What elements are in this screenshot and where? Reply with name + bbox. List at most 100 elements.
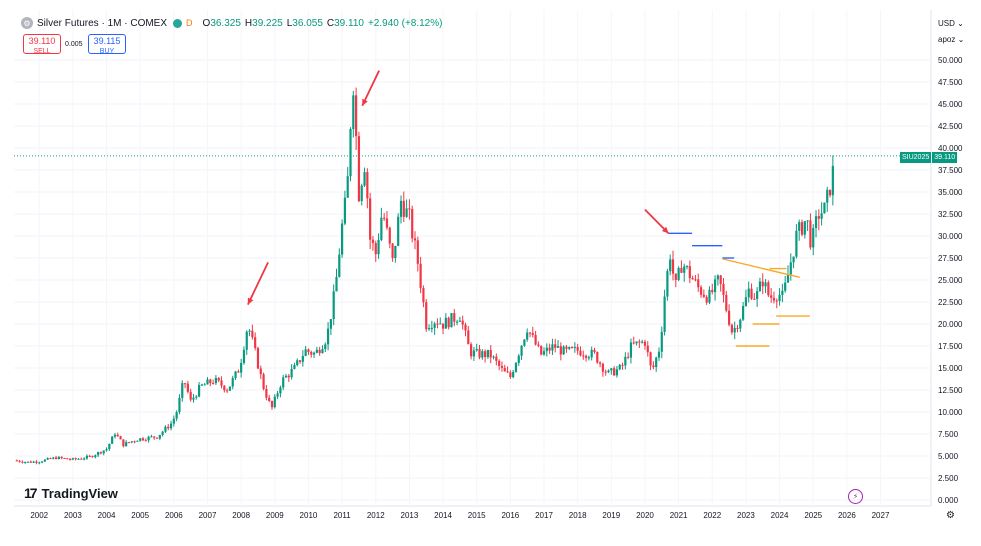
candle bbox=[254, 332, 257, 351]
candle bbox=[150, 434, 153, 438]
candle bbox=[441, 323, 445, 334]
high-value: H39.225 bbox=[244, 17, 283, 29]
candle bbox=[450, 313, 453, 328]
buy-button[interactable]: 39.115 BUY bbox=[88, 34, 126, 55]
change-value: +2.940 (+8.12%) bbox=[367, 17, 443, 29]
y-tick-label: 17.500 bbox=[938, 342, 963, 351]
x-tick-label: 2006 bbox=[165, 511, 183, 520]
x-tick-label: 2022 bbox=[703, 511, 721, 520]
candle bbox=[332, 284, 335, 326]
candle bbox=[383, 212, 386, 222]
candle bbox=[713, 275, 717, 301]
candle bbox=[719, 274, 722, 292]
candle bbox=[436, 318, 439, 329]
candle bbox=[234, 370, 237, 381]
candle bbox=[568, 346, 571, 351]
candle bbox=[823, 202, 826, 214]
gear-icon[interactable]: ⚙ bbox=[946, 510, 955, 521]
candle bbox=[458, 316, 461, 322]
candle bbox=[68, 457, 72, 461]
candle bbox=[399, 195, 403, 224]
candle bbox=[615, 365, 619, 378]
candle bbox=[733, 321, 736, 340]
candle bbox=[657, 347, 661, 361]
candle bbox=[15, 459, 18, 462]
candle bbox=[632, 336, 635, 345]
scale-mode-selector[interactable]: apoz ⌄ bbox=[938, 35, 965, 44]
candle bbox=[284, 373, 288, 378]
candle bbox=[304, 346, 307, 357]
candle bbox=[627, 352, 630, 360]
x-tick-label: 2016 bbox=[501, 511, 519, 520]
time-axis[interactable]: 2002 2003 2004 2005 2006 2007 2008 2009 2010 2011… bbox=[30, 511, 890, 520]
candle bbox=[503, 364, 506, 372]
candle bbox=[380, 207, 383, 242]
annotation-arrow bbox=[247, 262, 269, 306]
close-value: C39.110 bbox=[326, 17, 364, 29]
candle bbox=[287, 373, 290, 383]
candle bbox=[671, 250, 675, 281]
candle bbox=[795, 224, 798, 259]
candle bbox=[430, 320, 433, 333]
candle bbox=[237, 369, 240, 373]
candle bbox=[38, 461, 41, 465]
chart-header: ⚙ Silver Futures · 1M · COMEX D O36.325 … bbox=[21, 17, 442, 29]
candle bbox=[683, 263, 686, 282]
candle bbox=[831, 155, 834, 206]
lightning-icon[interactable]: ⚡ bbox=[848, 489, 863, 504]
symbol-title[interactable]: Silver Futures · 1M · COMEX bbox=[37, 17, 168, 29]
candle bbox=[217, 377, 220, 383]
candle bbox=[576, 343, 579, 355]
candle bbox=[318, 346, 321, 356]
data-badge: D bbox=[186, 18, 193, 28]
candle bbox=[214, 375, 218, 386]
candle bbox=[514, 362, 518, 373]
buy-label: BUY bbox=[99, 48, 115, 55]
candle bbox=[778, 288, 781, 306]
candle bbox=[94, 454, 97, 459]
price-axis[interactable]: 0.000 2.500 5.000 7.500 10.000 12.500 15.000 17… bbox=[938, 56, 963, 505]
candle bbox=[464, 322, 467, 337]
candle bbox=[369, 192, 372, 250]
candle bbox=[273, 394, 276, 409]
tradingview-logo[interactable]: 17 TradingView bbox=[24, 485, 118, 501]
candle bbox=[781, 283, 784, 303]
candle bbox=[169, 420, 173, 431]
candle bbox=[562, 345, 565, 355]
candle bbox=[803, 221, 806, 239]
candle bbox=[54, 455, 58, 460]
x-tick-label: 2005 bbox=[131, 511, 149, 520]
candle bbox=[739, 318, 742, 333]
candle bbox=[526, 328, 529, 342]
candle bbox=[520, 345, 523, 361]
candle bbox=[444, 313, 447, 329]
candle bbox=[716, 274, 719, 286]
currency-selector[interactable]: USD ⌄ bbox=[938, 19, 964, 28]
orange-trend-line bbox=[722, 258, 800, 279]
sell-button[interactable]: 39.110 SELL bbox=[23, 34, 61, 55]
market-status-dot bbox=[173, 18, 183, 28]
candle bbox=[573, 342, 576, 353]
x-tick-label: 2004 bbox=[98, 511, 116, 520]
candle bbox=[360, 183, 363, 206]
candle bbox=[371, 236, 375, 251]
candle bbox=[88, 454, 91, 458]
candle bbox=[469, 342, 473, 360]
candle bbox=[556, 340, 560, 348]
candle bbox=[326, 322, 330, 351]
candle bbox=[139, 438, 142, 442]
candle bbox=[248, 329, 251, 337]
candle bbox=[385, 210, 389, 230]
candle bbox=[478, 345, 481, 360]
candle bbox=[601, 362, 604, 377]
candle bbox=[298, 359, 302, 364]
candle bbox=[489, 345, 492, 364]
candle bbox=[742, 301, 745, 322]
candle bbox=[203, 382, 206, 386]
candle bbox=[531, 326, 534, 338]
candle bbox=[321, 345, 324, 354]
candle bbox=[366, 168, 369, 209]
last-price-tag: SIU2025 39.110 bbox=[900, 152, 966, 163]
candle bbox=[74, 457, 77, 461]
